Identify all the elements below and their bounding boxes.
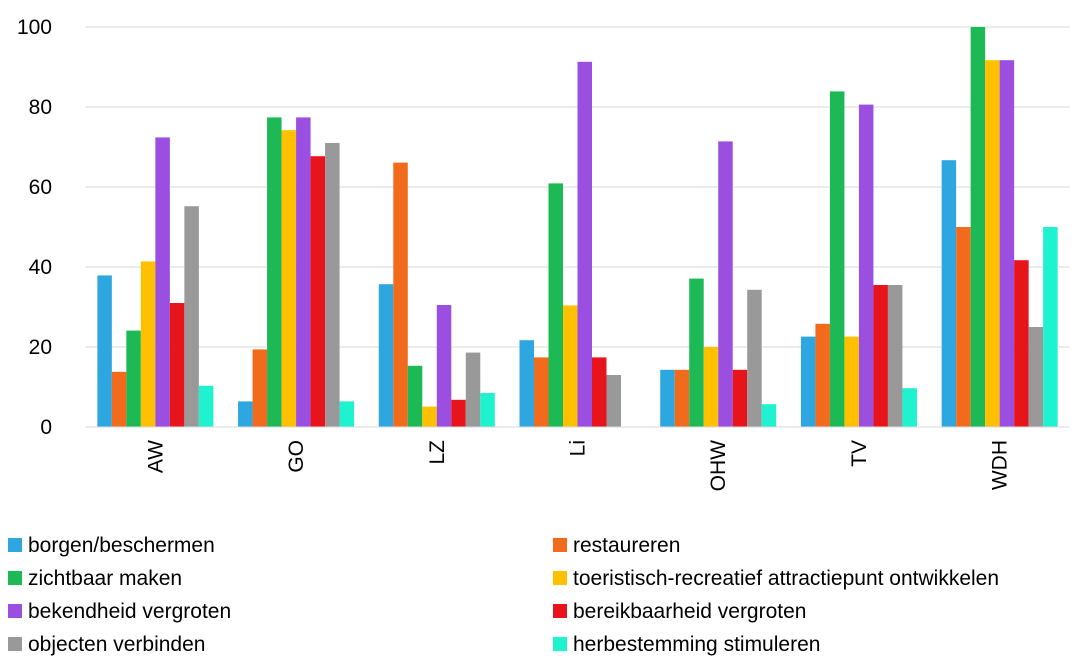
legend: borgen/beschermen restaureren zichtbaar ma… xyxy=(8,534,999,656)
legend-swatch xyxy=(8,637,22,651)
bar xyxy=(422,406,437,427)
legend-swatch xyxy=(553,604,567,618)
bar xyxy=(985,60,1000,427)
bar xyxy=(606,375,621,427)
legend-label: bereikbaarheid vergroten xyxy=(573,600,806,623)
bar xyxy=(1014,260,1029,427)
bars xyxy=(97,27,1058,428)
bar xyxy=(902,388,917,427)
bar xyxy=(1043,227,1058,427)
bar xyxy=(465,352,481,427)
x-axis-category-labels: AW GO LZ Li OHW TV WDH xyxy=(144,440,1011,492)
bar xyxy=(703,347,719,427)
bar xyxy=(184,206,199,427)
y-tick-label: 40 xyxy=(29,256,52,279)
legend-swatch xyxy=(553,571,567,585)
bar xyxy=(296,117,311,428)
bar xyxy=(815,323,830,427)
bar xyxy=(339,401,355,427)
bar xyxy=(844,336,859,427)
bar xyxy=(393,162,408,427)
x-tick-label: WDH xyxy=(989,440,1012,490)
bar xyxy=(310,156,326,427)
bar xyxy=(592,357,607,427)
bar xyxy=(378,284,394,427)
bar xyxy=(325,143,340,427)
bar xyxy=(674,369,690,427)
y-tick-label: 0 xyxy=(40,416,52,439)
x-tick-label: LZ xyxy=(426,440,449,465)
bar xyxy=(436,305,452,427)
bar xyxy=(548,183,563,427)
legend-swatch xyxy=(8,538,22,552)
y-tick-label: 20 xyxy=(29,336,52,359)
bar xyxy=(941,160,957,427)
legend-label: zichtbaar maken xyxy=(28,567,182,590)
y-tick-label: 60 xyxy=(29,176,52,199)
bar xyxy=(689,278,704,427)
legend-label: toeristisch-recreatief attractiepunt ont… xyxy=(573,567,999,590)
bar xyxy=(238,401,253,427)
bar xyxy=(800,336,816,427)
x-tick-label: TV xyxy=(848,440,871,467)
bar xyxy=(534,357,549,427)
bar xyxy=(140,261,156,427)
bar xyxy=(956,227,971,427)
bar xyxy=(451,399,466,427)
bar xyxy=(999,60,1015,427)
bar xyxy=(761,404,777,427)
bar xyxy=(407,365,423,427)
legend-label: restaureren xyxy=(573,534,680,557)
legend-swatch xyxy=(8,604,22,618)
bar xyxy=(198,385,214,427)
legend-label: bekendheid vergroten xyxy=(28,600,231,623)
bar xyxy=(480,393,495,427)
bar xyxy=(747,289,762,427)
legend-swatch xyxy=(553,637,567,651)
bar xyxy=(97,275,112,427)
legend-label: borgen/beschermen xyxy=(28,534,215,557)
y-axis-tick-labels: 0 20 40 60 80 100 xyxy=(17,16,52,439)
bar xyxy=(155,137,170,427)
x-tick-label: AW xyxy=(144,440,167,473)
bar xyxy=(718,141,733,427)
bar xyxy=(111,371,127,427)
bar xyxy=(577,61,592,428)
bar xyxy=(126,330,141,427)
bar xyxy=(563,305,578,427)
x-tick-label: OHW xyxy=(707,440,730,492)
bar xyxy=(858,104,874,427)
bar xyxy=(281,130,297,427)
x-tick-label: Li xyxy=(567,440,590,456)
bar xyxy=(169,303,185,427)
bar xyxy=(660,369,675,427)
y-tick-label: 80 xyxy=(29,96,52,119)
legend-label: objecten verbinden xyxy=(28,633,205,656)
bar xyxy=(267,117,282,428)
legend-swatch xyxy=(553,538,567,552)
x-tick-label: GO xyxy=(285,440,308,473)
bar xyxy=(1028,327,1044,427)
legend-label: herbestemming stimuleren xyxy=(573,633,820,656)
y-tick-label: 100 xyxy=(17,16,52,39)
bar xyxy=(887,285,903,427)
bar xyxy=(873,285,888,427)
bar xyxy=(829,91,845,428)
bar xyxy=(970,27,986,427)
bar xyxy=(519,340,534,427)
bar xyxy=(252,349,268,427)
bar xyxy=(732,369,748,427)
legend-swatch xyxy=(8,571,22,585)
